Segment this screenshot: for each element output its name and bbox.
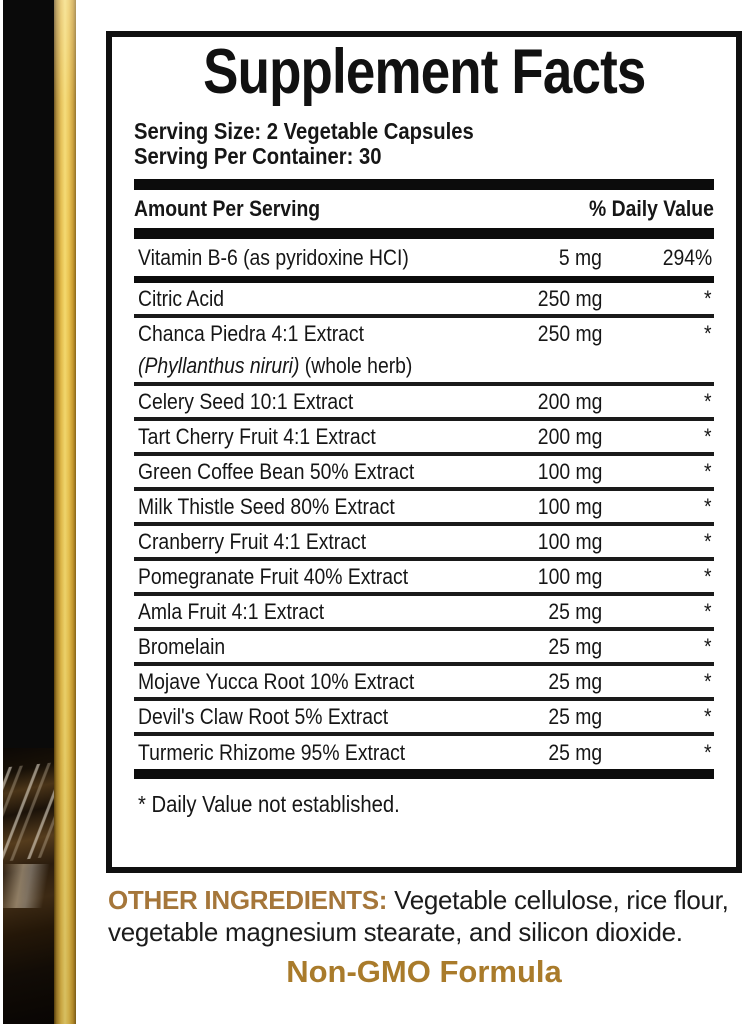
ingredient-amount: 25 mg — [548, 703, 602, 729]
ingredient-amount: 25 mg — [548, 739, 602, 765]
plant-part-note: (whole herb) — [299, 353, 413, 378]
other-ingredients-line2: vegetable magnesium stearate, and silico… — [108, 917, 683, 947]
daily-value-header: % Daily Value — [589, 196, 714, 221]
divider-bar-medium — [134, 276, 714, 283]
divider-bar-heavy — [134, 769, 714, 779]
table-row-pomegranate: Pomegranate Fruit 40% Extract 100 mg * — [134, 561, 714, 596]
serving-size: Serving Size: 2 Vegetable Capsules — [134, 118, 474, 144]
ingredient-daily-value: * — [704, 528, 712, 554]
ingredient-daily-value: * — [704, 423, 712, 449]
ingredient-name: Vitamin B-6 (as pyridoxine HCI) — [138, 244, 409, 270]
ingredient-amount: 100 mg — [537, 493, 602, 519]
non-gmo-claim: Non-GMO Formula — [286, 954, 562, 989]
ingredient-name: Bromelain — [138, 633, 226, 659]
ingredient-daily-value: * — [704, 563, 712, 589]
ingredient-name: Citric Acid — [138, 285, 225, 311]
ingredient-daily-value: * — [704, 668, 712, 694]
table-row-mojave-yucca: Mojave Yucca Root 10% Extract 25 mg * — [134, 666, 714, 701]
table-row-chanca-piedra: Chanca Piedra 4:1 Extract (Phyllanthus n… — [134, 318, 714, 386]
table-header-row: Amount Per Serving % Daily Value — [134, 190, 714, 228]
table-row-tart-cherry: Tart Cherry Fruit 4:1 Extract 200 mg * — [134, 421, 714, 456]
botanical-name: (Phyllanthus niruri) — [138, 353, 300, 378]
ingredient-daily-value: * — [704, 598, 712, 624]
table-row-milk-thistle: Milk Thistle Seed 80% Extract 100 mg * — [134, 491, 714, 526]
ingredient-amount: 100 mg — [537, 528, 602, 554]
ingredient-amount: 25 mg — [548, 633, 602, 659]
package-black-strip — [3, 0, 54, 1024]
divider-bar-thick — [134, 179, 714, 190]
daily-value-footnote: * Daily Value not established. — [138, 791, 400, 817]
ingredient-amount: 25 mg — [548, 598, 602, 624]
table-row-devils-claw: Devil's Claw Root 5% Extract 25 mg * — [134, 701, 714, 736]
ingredient-daily-value: * — [704, 285, 712, 311]
ingredient-amount: 250 mg — [537, 285, 602, 311]
serving-info: Serving Size: 2 Vegetable Capsules Servi… — [134, 119, 714, 169]
ingredient-daily-value: * — [704, 388, 712, 414]
table-row-bromelain: Bromelain 25 mg * — [134, 631, 714, 666]
ingredient-botanical-line: (Phyllanthus niruri) (whole herb) — [138, 350, 412, 382]
servings-per-container: Serving Per Container: 30 — [134, 143, 382, 169]
package-swirl-art — [3, 748, 54, 1024]
table-row-amla: Amla Fruit 4:1 Extract 25 mg * — [134, 596, 714, 631]
amount-per-serving-header: Amount Per Serving — [134, 196, 321, 221]
table-row-citric-acid: Citric Acid 250 mg * — [134, 283, 714, 318]
table-row-green-coffee: Green Coffee Bean 50% Extract 100 mg * — [134, 456, 714, 491]
ingredient-amount: 25 mg — [548, 668, 602, 694]
package-gold-stripe — [54, 0, 76, 1024]
ingredient-name: Celery Seed 10:1 Extract — [138, 388, 354, 414]
ingredient-amount: 250 mg — [537, 321, 602, 346]
other-ingredients: OTHER INGREDIENTS: Vegetable cellulose, … — [108, 884, 750, 948]
supplement-facts-panel: Supplement Facts Serving Size: 2 Vegetab… — [106, 31, 742, 873]
ingredient-name: Tart Cherry Fruit 4:1 Extract — [138, 423, 376, 449]
panel-title-text: Supplement Facts — [202, 37, 646, 107]
ingredient-name: Devil's Claw Root 5% Extract — [138, 703, 389, 729]
ingredient-name: Amla Fruit 4:1 Extract — [138, 598, 325, 624]
other-ingredients-text: Vegetable cellulose, rice flour, — [387, 885, 729, 915]
table-row-turmeric: Turmeric Rhizome 95% Extract 25 mg * — [134, 736, 714, 769]
table-row-cranberry: Cranberry Fruit 4:1 Extract 100 mg * — [134, 526, 714, 561]
ingredient-amount: 200 mg — [537, 423, 602, 449]
ingredient-daily-value: * — [704, 739, 712, 765]
ingredient-daily-value: * — [704, 703, 712, 729]
ingredient-daily-value: * — [704, 633, 712, 659]
ingredient-name: Chanca Piedra 4:1 Extract — [138, 321, 364, 346]
ingredient-amount: 5 mg — [558, 244, 602, 270]
ingredient-name: Turmeric Rhizome 95% Extract — [138, 739, 406, 765]
ingredient-daily-value: 294% — [662, 244, 712, 270]
table-row-vitamin-b6: Vitamin B-6 (as pyridoxine HCI) 5 mg 294… — [134, 239, 714, 276]
ingredient-daily-value: * — [704, 493, 712, 519]
table-row-celery-seed: Celery Seed 10:1 Extract 200 mg * — [134, 386, 714, 421]
ingredient-name: Mojave Yucca Root 10% Extract — [138, 668, 415, 694]
ingredient-name: Cranberry Fruit 4:1 Extract — [138, 528, 367, 554]
ingredient-name: Green Coffee Bean 50% Extract — [138, 458, 415, 484]
ingredient-name: Milk Thistle Seed 80% Extract — [138, 493, 395, 519]
divider-bar-thick — [134, 228, 714, 239]
panel-title: Supplement Facts — [134, 39, 714, 105]
ingredient-amount: 200 mg — [537, 388, 602, 414]
ingredient-daily-value: * — [704, 321, 712, 346]
ingredient-amount: 100 mg — [537, 458, 602, 484]
ingredient-daily-value: * — [704, 458, 712, 484]
ingredient-name: Pomegranate Fruit 40% Extract — [138, 563, 409, 589]
other-ingredients-line1: OTHER INGREDIENTS: Vegetable cellulose, … — [108, 884, 750, 916]
other-ingredients-label: OTHER INGREDIENTS: — [108, 885, 388, 915]
ingredient-amount: 100 mg — [537, 563, 602, 589]
